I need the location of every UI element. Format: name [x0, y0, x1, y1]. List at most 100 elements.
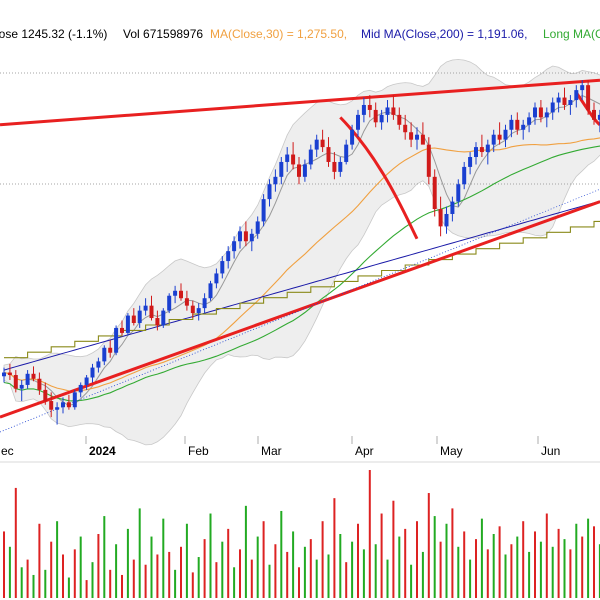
bollinger-band-fill: [3, 59, 600, 446]
volume-bar: [303, 546, 306, 598]
volume-bar: [8, 546, 11, 598]
candle-body: [409, 132, 414, 140]
volume-bar: [439, 541, 442, 598]
volume-bar: [162, 518, 165, 598]
volume-bar: [156, 554, 159, 598]
candle-body: [468, 157, 473, 167]
candle-body: [302, 164, 307, 177]
gridlines: [0, 72, 600, 185]
volume-bar: [380, 513, 383, 598]
candle-body: [261, 199, 266, 222]
candle-body: [84, 377, 89, 385]
volume-bar: [268, 564, 271, 598]
olive-ma-line: [4, 220, 600, 359]
candle-body: [450, 201, 455, 214]
candle-body: [320, 139, 325, 148]
candle-body: [285, 154, 290, 162]
volume-bar: [67, 577, 70, 598]
volume-panel: [3, 470, 600, 598]
candle-body: [509, 119, 514, 130]
volume-bar: [315, 559, 318, 598]
candle-body: [574, 90, 579, 101]
volume-bar: [539, 541, 542, 598]
candle-body: [515, 119, 520, 130]
candle-body: [385, 107, 390, 115]
volume-bar: [321, 521, 324, 598]
upper-trendline: [0, 78, 600, 127]
long-ma-line: [3, 145, 600, 402]
long-ma-text: Long MA(C: [543, 27, 600, 41]
candle-body: [90, 367, 95, 378]
candle-body: [344, 144, 349, 162]
candle-body: [586, 85, 591, 110]
candle-body: [66, 402, 71, 408]
volume-bar: [138, 508, 141, 598]
volume-bar: [416, 521, 418, 598]
candle-body: [78, 384, 83, 393]
volume-bar: [132, 559, 135, 598]
volume-bar: [221, 541, 224, 598]
volume-bar: [20, 567, 23, 598]
volume-bar: [239, 549, 241, 598]
volume-bar: [327, 554, 330, 598]
volume-bar: [551, 546, 554, 598]
candle-body: [208, 283, 213, 299]
candle-body: [373, 109, 378, 123]
candle-body: [226, 251, 231, 262]
candle-body: [267, 184, 272, 200]
volume-bar: [73, 549, 76, 598]
candle-body: [391, 107, 396, 115]
volume-bar: [227, 528, 230, 598]
volume-bar: [498, 526, 501, 598]
candle-body: [232, 241, 237, 252]
candle-body: [568, 100, 573, 105]
candle-body: [491, 134, 496, 145]
candle-body: [297, 164, 301, 177]
candle-body: [102, 347, 107, 362]
volume-bar: [475, 539, 477, 598]
volume-bar: [215, 562, 218, 598]
candle-body: [415, 134, 419, 140]
candle-body: [220, 261, 225, 274]
volume-bar: [563, 539, 566, 598]
candle-body: [556, 97, 561, 103]
candle-body: [96, 361, 101, 368]
volume-bar: [492, 534, 495, 598]
volume-bar: [516, 536, 519, 598]
volume-bar: [44, 569, 47, 598]
volume-bar: [126, 528, 129, 598]
candle-body: [125, 315, 130, 333]
candle-body: [521, 124, 526, 130]
volume-bar: [480, 518, 483, 598]
candle-body: [291, 154, 296, 165]
volume-bar: [298, 567, 300, 598]
candle-body: [161, 310, 166, 326]
candle-body: [184, 298, 189, 306]
volume-bar: [62, 554, 64, 598]
candle-body: [255, 221, 260, 234]
candle-body: [31, 373, 36, 379]
volume-bar: [38, 523, 41, 598]
candle-body: [397, 114, 402, 125]
volume-bar: [575, 523, 578, 598]
candle-body: [550, 102, 555, 113]
candle-body: [432, 176, 437, 210]
volume-bar: [534, 531, 536, 598]
volume-bar: [56, 521, 59, 598]
x-tick-label: May: [440, 444, 463, 458]
volume-bar: [598, 544, 600, 598]
candle-body: [214, 273, 219, 284]
candle-body: [190, 305, 195, 314]
candle-body: [580, 85, 585, 91]
volume-bar: [469, 559, 472, 598]
close-text: lose 1245.32 (-1.1%): [0, 27, 107, 41]
volume-bar: [333, 498, 336, 598]
candle-body: [503, 129, 508, 140]
candle-body: [308, 149, 313, 165]
volume-bar: [185, 523, 188, 598]
x-tick-label: Apr: [355, 444, 374, 458]
candle-body: [273, 176, 278, 185]
candle-body: [367, 104, 372, 110]
candle-body: [49, 401, 54, 410]
